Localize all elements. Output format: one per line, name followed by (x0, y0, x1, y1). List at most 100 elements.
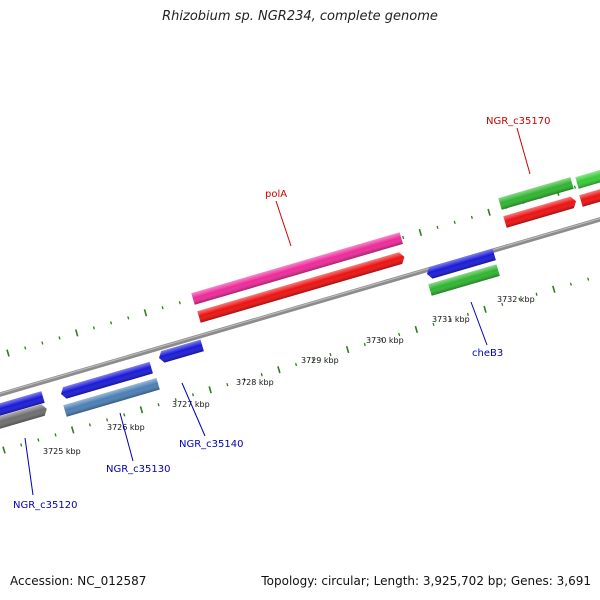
feature-f-green-c35170[interactable] (498, 177, 574, 210)
minor-tick (569, 282, 573, 286)
genome-backbone-highlight (0, 217, 600, 395)
major-tick (2, 446, 6, 454)
minor-tick (37, 438, 40, 442)
feature-shade (197, 252, 405, 323)
minor-tick (24, 346, 27, 350)
gene-label-ngr-c35130[interactable]: NGR_c35130 (106, 464, 171, 475)
minor-tick (178, 301, 181, 305)
major-tick (487, 208, 491, 216)
minor-tick (106, 418, 109, 422)
minor-tick (92, 326, 95, 330)
leader-line (516, 127, 531, 175)
leader-line (470, 301, 488, 346)
minor-tick (20, 443, 23, 447)
minor-tick (58, 336, 61, 340)
minor-tick (453, 220, 456, 224)
feature-f-red-right[interactable] (579, 184, 600, 207)
minor-tick (260, 373, 263, 377)
genome-summary: Topology: circular; Length: 3,925,702 bp… (261, 574, 591, 588)
major-tick (74, 329, 79, 337)
minor-tick (127, 316, 130, 320)
minor-tick (398, 332, 401, 337)
gene-label-ngr-c35170[interactable]: NGR_c35170 (486, 116, 551, 127)
minor-tick (470, 215, 473, 219)
feature-f-green-right[interactable] (575, 166, 600, 189)
scale-label: 3729 kbp (301, 356, 339, 365)
minor-tick (174, 398, 177, 402)
scale-label: 3728 kbp (236, 378, 274, 387)
minor-tick (191, 393, 195, 397)
feature-shade (575, 166, 600, 189)
scale-label: 3725 kbp (43, 447, 81, 456)
feature-f-blue-c35130[interactable] (59, 361, 153, 400)
feature-shade (0, 404, 47, 430)
minor-tick (329, 352, 332, 357)
minor-tick (436, 225, 439, 229)
minor-tick (449, 317, 452, 321)
minor-tick (54, 433, 57, 437)
minor-tick (161, 306, 164, 310)
minor-tick (294, 363, 298, 367)
feature-f-steelblue[interactable] (63, 378, 160, 417)
feature-shade (427, 248, 496, 279)
scale-label: 3731 kbp (432, 315, 470, 324)
feature-shade (63, 378, 160, 417)
minor-tick (587, 277, 590, 281)
minor-tick (41, 341, 44, 345)
scale-label: 3732 kbp (497, 295, 535, 304)
scale-label: 3730 kbp (366, 336, 404, 345)
minor-tick (312, 357, 315, 362)
major-tick (414, 325, 419, 334)
major-tick (208, 386, 212, 394)
feature-f-blue-c35140[interactable] (157, 339, 204, 364)
feature-f-grey[interactable] (0, 403, 49, 430)
minor-tick (573, 185, 577, 189)
gene-label-cheb3[interactable]: cheB3 (472, 348, 503, 359)
minor-tick (88, 423, 91, 427)
feature-shade (159, 339, 204, 363)
gene-label-ngr-c35120[interactable]: NGR_c35120 (13, 500, 78, 511)
major-tick (418, 228, 423, 237)
major-tick (139, 406, 144, 414)
map-title: Rhizobium sp. NGR234, complete genome (162, 9, 438, 24)
feature-f-blue-cheB3[interactable] (425, 248, 496, 280)
leader-line (119, 412, 134, 462)
minor-tick (402, 235, 405, 240)
minor-tick (466, 312, 469, 316)
feature-f-red-polA[interactable] (197, 251, 406, 323)
major-tick (345, 345, 350, 354)
minor-tick (363, 342, 366, 347)
genome-backbone (0, 217, 600, 397)
minor-tick (226, 383, 229, 387)
minor-tick (535, 292, 538, 296)
scale-label: 3726 kbp (107, 423, 145, 432)
gene-label-pola[interactable]: polA (265, 189, 287, 200)
feature-f-green-cheB3[interactable] (428, 264, 500, 296)
major-tick (552, 285, 556, 293)
feature-f-red-c35170[interactable] (503, 195, 577, 228)
feature-shade (428, 264, 500, 296)
minor-tick (157, 403, 160, 407)
major-tick (483, 305, 487, 313)
leader-line (275, 200, 292, 247)
feature-shade (579, 184, 600, 207)
leader-line (24, 437, 34, 496)
leader-line (181, 382, 206, 437)
major-tick (143, 309, 148, 317)
feature-shade (0, 391, 45, 417)
feature-shade (191, 232, 403, 305)
minor-tick (501, 302, 504, 306)
gene-label-ngr-c35140[interactable]: NGR_c35140 (179, 439, 244, 450)
major-tick (6, 349, 10, 357)
feature-shade (503, 196, 577, 228)
minor-tick (110, 321, 113, 325)
major-tick (277, 366, 281, 374)
feature-f-blue-left[interactable] (0, 391, 45, 417)
major-tick (70, 426, 75, 434)
minor-tick (432, 322, 435, 326)
inner-tick-ring (2, 277, 590, 454)
accession-label: Accession: NC_012587 (10, 574, 147, 588)
minor-tick (380, 337, 384, 342)
feature-f-pink-polA[interactable] (191, 232, 403, 305)
